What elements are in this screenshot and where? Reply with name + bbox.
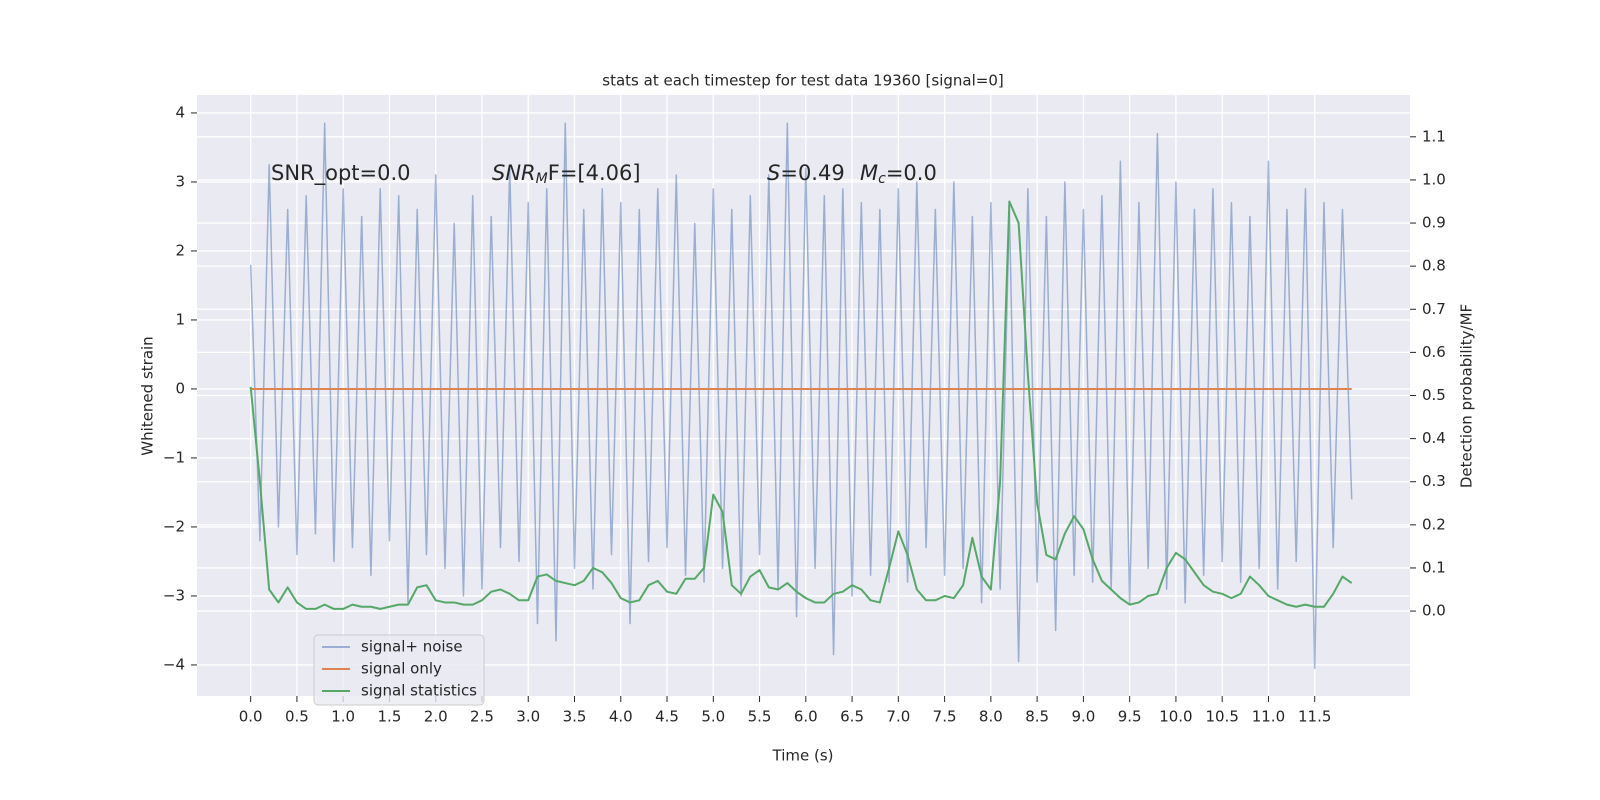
x-tick-label: 2.5 [470,708,494,726]
y-tick-label: 2 [175,241,185,259]
y2-tick-label: 0.0 [1422,602,1446,620]
x-tick-label: 0.0 [239,708,263,726]
x-tick-label: 5.5 [748,708,772,726]
annotation: Mc=0.0 [860,161,937,187]
y-axis-label: Whitened strain [139,336,157,455]
y2-tick-label: 0.7 [1422,300,1446,318]
y2-tick-label: 1.1 [1422,127,1446,145]
y2-tick-label: 1.0 [1422,170,1446,188]
marks [249,122,1353,670]
y-tick-label: 4 [175,103,185,121]
y-tick-label: −3 [163,586,185,604]
x-tick-label: 3.5 [563,708,587,726]
x-tick-label: 8.5 [1025,708,1049,726]
x-tick-label: 0.5 [285,708,309,726]
series-line [249,122,1353,670]
x-tick-label: 1.5 [378,708,402,726]
x-tick-label: 10.0 [1159,708,1192,726]
x-tick-label: 2.0 [424,708,448,726]
y2-tick-label: 0.8 [1422,257,1446,275]
x-tick-label: 11.5 [1298,708,1331,726]
x-tick-label: 6.0 [794,708,818,726]
x-tick-label: 4.5 [655,708,679,726]
legend-box [313,634,485,706]
x-tick-label: 5.0 [701,708,725,726]
y2-tick-label: 0.9 [1422,214,1446,232]
x-tick-label: 4.0 [609,708,633,726]
annotation-part: =0.0 [886,161,937,185]
annotation: S=0.49 [767,161,845,185]
y-tick-label: 3 [175,172,185,190]
legend-label: signal only [361,660,442,678]
y-tick-label: −2 [163,517,185,535]
x-tick-label: 9.5 [1118,708,1142,726]
y2-tick-label: 0.2 [1422,515,1446,533]
annotation-part: SNR [492,161,536,185]
x-tick-label: 1.0 [331,708,355,726]
y-tick-label: 0 [175,379,185,397]
y2-tick-label: 0.6 [1422,343,1446,361]
x-tick-label: 10.5 [1205,708,1238,726]
annotation: SNR_opt=0.0 [271,161,411,186]
annotation-part: c [878,171,886,187]
legend-label: signal+ noise [361,638,463,656]
y2-tick-label: 0.5 [1422,386,1446,404]
annotation-part: M [860,161,878,185]
x-tick-label: 6.5 [840,708,864,726]
x-tick-label: 11.0 [1252,708,1285,726]
series-line [249,200,1353,610]
legend: signal+ noise signal only signal statistic… [313,634,485,706]
y-tick-label: −4 [163,655,185,673]
x-axis-label: Time (s) [772,747,834,765]
y2-tick-label: 0.3 [1422,472,1446,490]
annotation: SNRMF=[4.06] [492,161,641,187]
y2-tick-label: 0.4 [1422,429,1446,447]
annotation-part: =0.49 [780,161,844,185]
y-tick-label: −1 [163,448,185,466]
y2-axis-label: Detection probability/MF [1458,304,1476,488]
x-tick-label: 7.0 [886,708,910,726]
chart-title: stats at each timestep for test data 193… [602,72,1003,90]
x-tick-label: 8.0 [979,708,1003,726]
y2-tick-label: 0.1 [1422,558,1446,576]
y-tick-label: 1 [175,310,185,328]
annotation-part: F=[4.06] [548,161,641,185]
annotation-part: S [767,161,780,185]
x-tick-label: 9.0 [1071,708,1095,726]
x-tick-label: 3.0 [516,708,540,726]
annotation-part: M [536,171,548,187]
x-tick-label: 7.5 [933,708,957,726]
legend-label: signal statistics [361,682,477,700]
